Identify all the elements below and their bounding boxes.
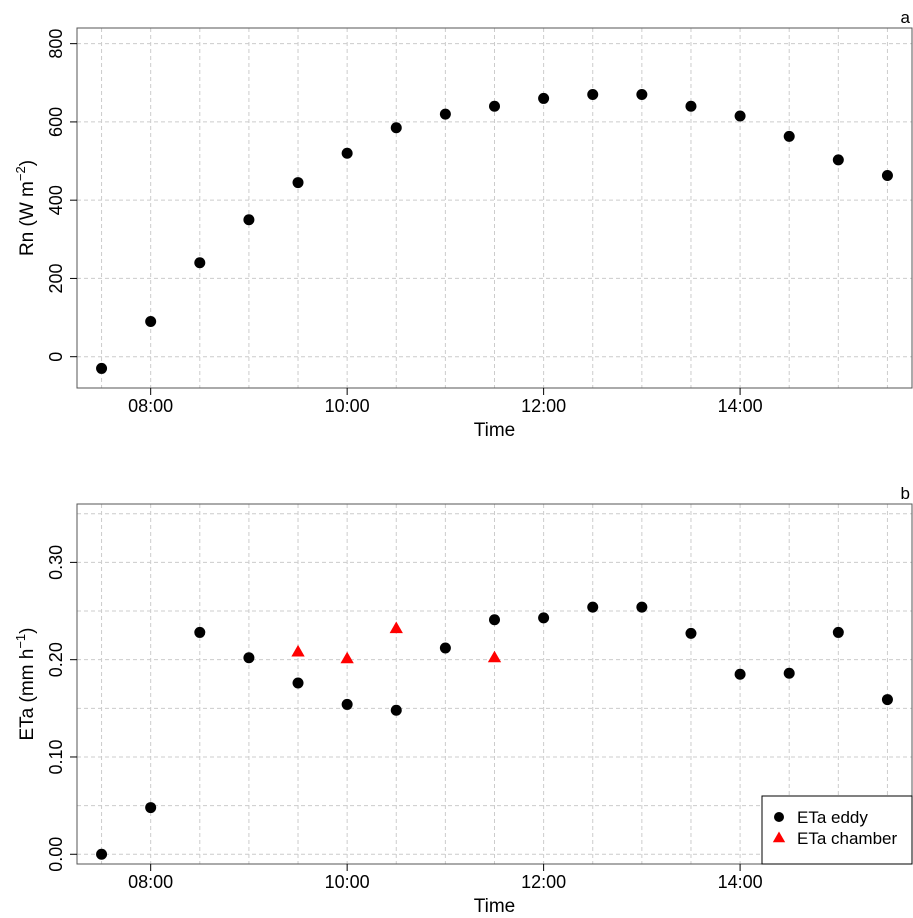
- rn-point: [439, 108, 451, 120]
- rn-point: [194, 257, 206, 269]
- y-axis-label-text: ETa (mm h: [17, 649, 38, 741]
- x-tick-label: 14:00: [718, 396, 763, 416]
- x-tick-label: 10:00: [325, 396, 370, 416]
- legend-marker-eddy: [774, 812, 784, 822]
- y-tick-label: 0.20: [46, 642, 66, 677]
- grid-lines: [77, 28, 912, 388]
- data-points: [96, 89, 893, 374]
- rn-point: [341, 147, 353, 159]
- y-tick-label: 0.10: [46, 739, 66, 774]
- rn-point: [636, 89, 648, 101]
- rn-point: [881, 170, 893, 182]
- eta-eddy-point: [636, 601, 648, 613]
- y-tick-label: 200: [46, 263, 66, 293]
- y-tick-label: 0.00: [46, 837, 66, 872]
- x-tick-label: 08:00: [128, 872, 173, 892]
- eta-eddy-point: [881, 694, 893, 706]
- rn-point: [538, 92, 550, 104]
- rn-point: [292, 177, 304, 189]
- data-points: [96, 601, 893, 860]
- rn-point: [587, 89, 599, 101]
- eta-chamber-point: [340, 651, 354, 664]
- y-axis-label: Rn (W m−2): [13, 160, 38, 256]
- rn-point: [145, 315, 157, 327]
- eta-eddy-point: [145, 802, 157, 814]
- legend-marker-chamber: [772, 831, 786, 843]
- eta-eddy-point: [832, 626, 844, 638]
- x-axis-label: Time: [474, 896, 516, 913]
- eta-eddy-point: [243, 652, 255, 664]
- eta-chamber-point: [389, 621, 403, 634]
- eta-eddy-point: [734, 668, 746, 680]
- y-tick-label: 600: [46, 107, 66, 137]
- eta-eddy-point: [96, 848, 108, 860]
- plot-frame: [76, 503, 913, 865]
- eta-chamber-point: [487, 650, 502, 663]
- x-axis-label: Time: [474, 420, 516, 441]
- eta-eddy-point: [292, 677, 304, 689]
- rn-point: [734, 110, 746, 122]
- eta-eddy-point: [538, 612, 550, 624]
- y-axis-label-exponent: −1: [13, 634, 28, 649]
- rn-point: [783, 130, 795, 142]
- eta-eddy-point: [341, 698, 353, 710]
- panel-label: a: [901, 8, 911, 27]
- legend-item-eddy: ETa eddy: [774, 808, 868, 827]
- y-axis-label-close: ): [17, 627, 38, 633]
- y-axis-label-exponent: −2: [13, 166, 28, 181]
- rn-point: [96, 362, 108, 374]
- eta-eddy-point: [587, 601, 599, 613]
- rn-point: [489, 100, 500, 112]
- eta-eddy-point: [439, 642, 451, 654]
- y-axis: 0 200 400 600 800: [46, 29, 77, 362]
- legend-label-chamber: ETa chamber: [797, 829, 897, 848]
- plot-frame: [76, 27, 913, 389]
- x-tick-label: 12:00: [521, 396, 566, 416]
- y-axis-label: ETa (mm h−1): [13, 627, 38, 740]
- eta-eddy-point: [783, 667, 795, 679]
- y-tick-label: 400: [46, 185, 66, 215]
- y-axis-label-close: ): [17, 160, 38, 166]
- rn-point: [390, 122, 402, 134]
- eta-eddy-point: [194, 626, 206, 638]
- rn-point: [832, 154, 844, 166]
- legend-box: [761, 795, 913, 865]
- legend: ETa eddy ETa chamber: [761, 795, 913, 865]
- y-tick-label: 0: [46, 352, 66, 362]
- eta-eddy-point: [685, 627, 697, 639]
- eta-eddy-point: [390, 704, 402, 716]
- legend-label-eddy: ETa eddy: [797, 808, 868, 827]
- legend-item-chamber: ETa chamber: [772, 829, 897, 848]
- y-tick-label: 0.30: [46, 545, 66, 580]
- y-axis-label-text: Rn (W m: [17, 181, 38, 256]
- y-axis: 0.00 0.10 0.20 0.30: [46, 545, 77, 872]
- y-tick-label: 800: [46, 29, 66, 59]
- x-tick-label: 14:00: [718, 872, 763, 892]
- rn-point: [243, 214, 255, 226]
- x-tick-label: 12:00: [521, 872, 566, 892]
- panel-label: b: [901, 484, 910, 503]
- eta-eddy-point: [489, 614, 500, 626]
- rn-point: [685, 100, 697, 112]
- x-tick-label: 08:00: [128, 396, 173, 416]
- x-tick-label: 10:00: [325, 872, 370, 892]
- eta-chamber-point: [291, 644, 305, 657]
